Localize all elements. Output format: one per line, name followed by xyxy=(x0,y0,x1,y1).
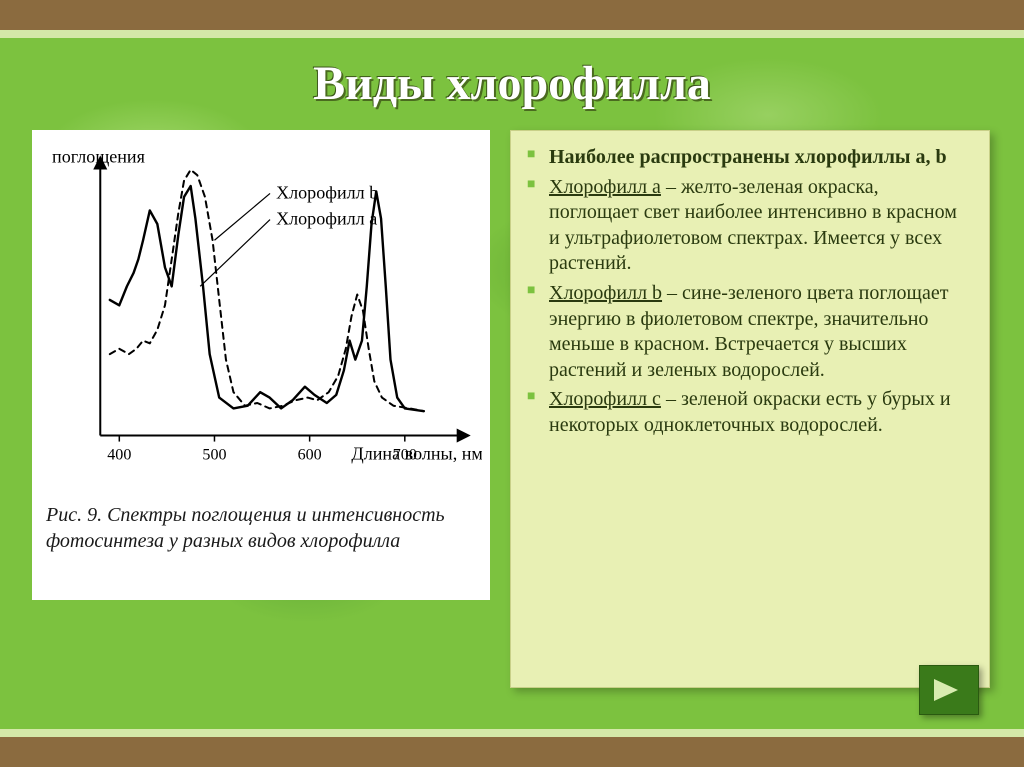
svg-text:500: 500 xyxy=(202,447,226,464)
svg-text:Длина волны, нм: Длина волны, нм xyxy=(351,444,482,464)
bottom-decorative-band xyxy=(0,737,1024,767)
top-decorative-band xyxy=(0,0,1024,30)
next-slide-button[interactable] xyxy=(919,665,979,715)
bullet-list: Наиболее распространены хлорофиллы a, b Х… xyxy=(525,145,971,439)
bullet-item: Хлорофилл b – сине-зеленого цвета поглощ… xyxy=(525,281,971,383)
bullet-head-underline: Хлорофилл а xyxy=(549,176,661,198)
bullet-item: Наиболее распространены хлорофиллы a, b xyxy=(525,145,971,171)
svg-text:Хлорофилл b: Хлорофилл b xyxy=(276,182,378,202)
bullet-head-bold: Наиболее распространены хлорофиллы a, b xyxy=(549,146,947,168)
bullet-item: Хлорофилл с – зеленой окраски есть у бур… xyxy=(525,387,971,438)
absorption-chart: 400500600700поглощенияДлина волны, нмХло… xyxy=(40,140,482,490)
svg-text:поглощения: поглощения xyxy=(52,146,145,166)
text-panel: Наиболее распространены хлорофиллы a, b Х… xyxy=(510,130,990,688)
figure-caption-text: Спектры поглощения и интенсивность фотос… xyxy=(46,504,445,552)
slide-title: Виды хлорофилла xyxy=(0,56,1024,111)
chart-panel: 400500600700поглощенияДлина волны, нмХло… xyxy=(32,130,490,600)
bullet-head-underline: Хлорофилл с xyxy=(549,388,661,410)
figure-prefix: Рис. 9. xyxy=(46,504,102,526)
svg-text:600: 600 xyxy=(298,447,322,464)
chart-caption: Рис. 9. Спектры поглощения и интенсивнос… xyxy=(40,502,482,554)
svg-text:Хлорофилл a: Хлорофилл a xyxy=(276,209,377,229)
arrow-right-icon xyxy=(932,675,966,705)
bullet-head-underline: Хлорофилл b xyxy=(549,282,662,304)
svg-text:400: 400 xyxy=(107,447,131,464)
bullet-item: Хлорофилл а – желто-зеленая окраска, пог… xyxy=(525,175,971,277)
